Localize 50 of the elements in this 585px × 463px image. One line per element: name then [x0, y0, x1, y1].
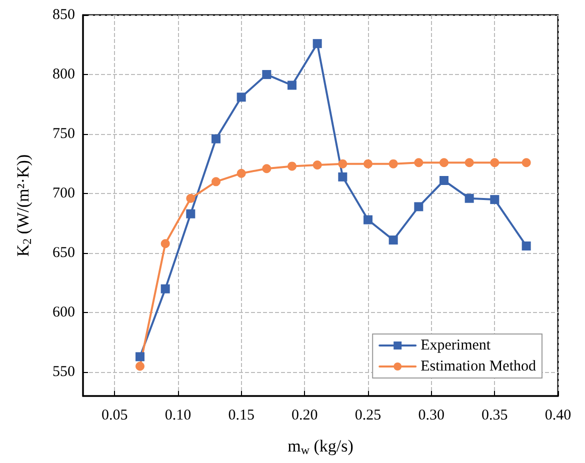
y-tick-label: 850: [52, 7, 75, 23]
point: [364, 215, 372, 224]
point: [160, 284, 170, 294]
x-tick-label: 0.15: [228, 408, 254, 424]
point: [212, 134, 220, 144]
point: [236, 168, 246, 178]
point: [522, 241, 531, 250]
point: [186, 209, 196, 218]
point: [312, 39, 322, 48]
point: [440, 176, 448, 185]
y-tick-label: 650: [52, 245, 75, 262]
point: [490, 195, 500, 204]
y-axis-title: K2 (W/(m²·K)): [14, 154, 34, 257]
point: [490, 158, 500, 168]
legend-label: Estimation Method: [420, 358, 536, 374]
y-tick-label: 700: [52, 186, 75, 202]
point: [186, 194, 196, 203]
x-tick-label: 0.40: [544, 408, 572, 424]
x-tick-label: 0.20: [292, 408, 318, 424]
point: [288, 162, 296, 171]
point: [464, 158, 474, 168]
point: [312, 160, 322, 170]
point: [288, 80, 296, 90]
point: [262, 70, 272, 80]
point: [388, 159, 398, 168]
y-tick-label: 800: [52, 66, 75, 83]
point: [440, 158, 448, 168]
x-tick-label: 0.05: [102, 408, 128, 424]
point: [136, 362, 144, 371]
point: [464, 194, 474, 203]
point: [364, 159, 372, 168]
point: [522, 158, 531, 168]
y-tick-label: 600: [52, 304, 75, 321]
point: [212, 177, 220, 186]
legend-label: Experiment: [420, 338, 492, 354]
point: [414, 158, 424, 168]
x-tick-label: 0.10: [164, 408, 192, 424]
point: [338, 172, 348, 182]
x-tick-label: 0.30: [418, 408, 444, 424]
point: [236, 92, 246, 102]
x-tick-label: 0.25: [354, 408, 382, 424]
point: [262, 164, 272, 174]
y-tick-label: 750: [52, 126, 75, 142]
point: [136, 352, 144, 362]
point: [338, 159, 348, 168]
x-tick-label: 0.35: [482, 408, 508, 424]
point: [414, 202, 424, 212]
point: [388, 236, 398, 245]
point: [160, 239, 170, 248]
y-tick-label: 550: [52, 364, 75, 380]
